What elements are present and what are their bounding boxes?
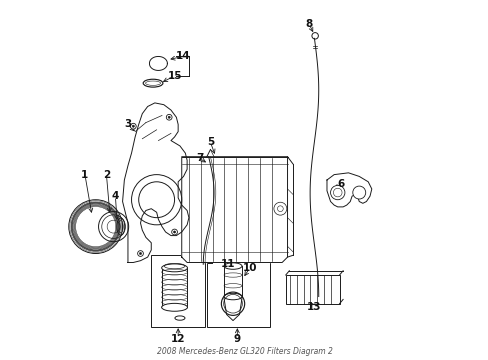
Circle shape (166, 114, 172, 120)
Text: 8: 8 (305, 19, 312, 29)
Polygon shape (326, 173, 371, 207)
Text: 2: 2 (102, 170, 110, 180)
Circle shape (277, 206, 283, 212)
Text: 14: 14 (176, 51, 190, 61)
Text: 2008 Mercedes-Benz GL320 Filters Diagram 2: 2008 Mercedes-Benz GL320 Filters Diagram… (156, 347, 332, 356)
Circle shape (137, 251, 143, 256)
Circle shape (168, 116, 170, 118)
Text: 5: 5 (206, 138, 214, 147)
Circle shape (330, 185, 344, 200)
Text: 7: 7 (196, 153, 203, 163)
Circle shape (130, 123, 136, 129)
Text: 9: 9 (233, 333, 241, 343)
Circle shape (132, 125, 134, 127)
Polygon shape (182, 157, 287, 262)
Polygon shape (122, 103, 188, 262)
Circle shape (139, 252, 142, 255)
Circle shape (173, 231, 175, 233)
Text: 13: 13 (306, 302, 321, 312)
Text: 10: 10 (242, 263, 257, 273)
Circle shape (171, 229, 177, 235)
Text: 12: 12 (171, 333, 185, 343)
Ellipse shape (162, 303, 187, 311)
Text: 15: 15 (167, 71, 182, 81)
Text: 3: 3 (124, 120, 131, 129)
Bar (151, 255, 204, 327)
Bar (285, 275, 339, 304)
Ellipse shape (224, 293, 242, 300)
Text: 11: 11 (221, 259, 235, 269)
Bar (206, 255, 269, 327)
Circle shape (273, 202, 286, 215)
Text: 1: 1 (81, 170, 88, 180)
Ellipse shape (224, 263, 242, 269)
Circle shape (352, 186, 365, 199)
Text: 6: 6 (337, 179, 344, 189)
Ellipse shape (162, 264, 187, 272)
Text: 4: 4 (111, 191, 119, 201)
